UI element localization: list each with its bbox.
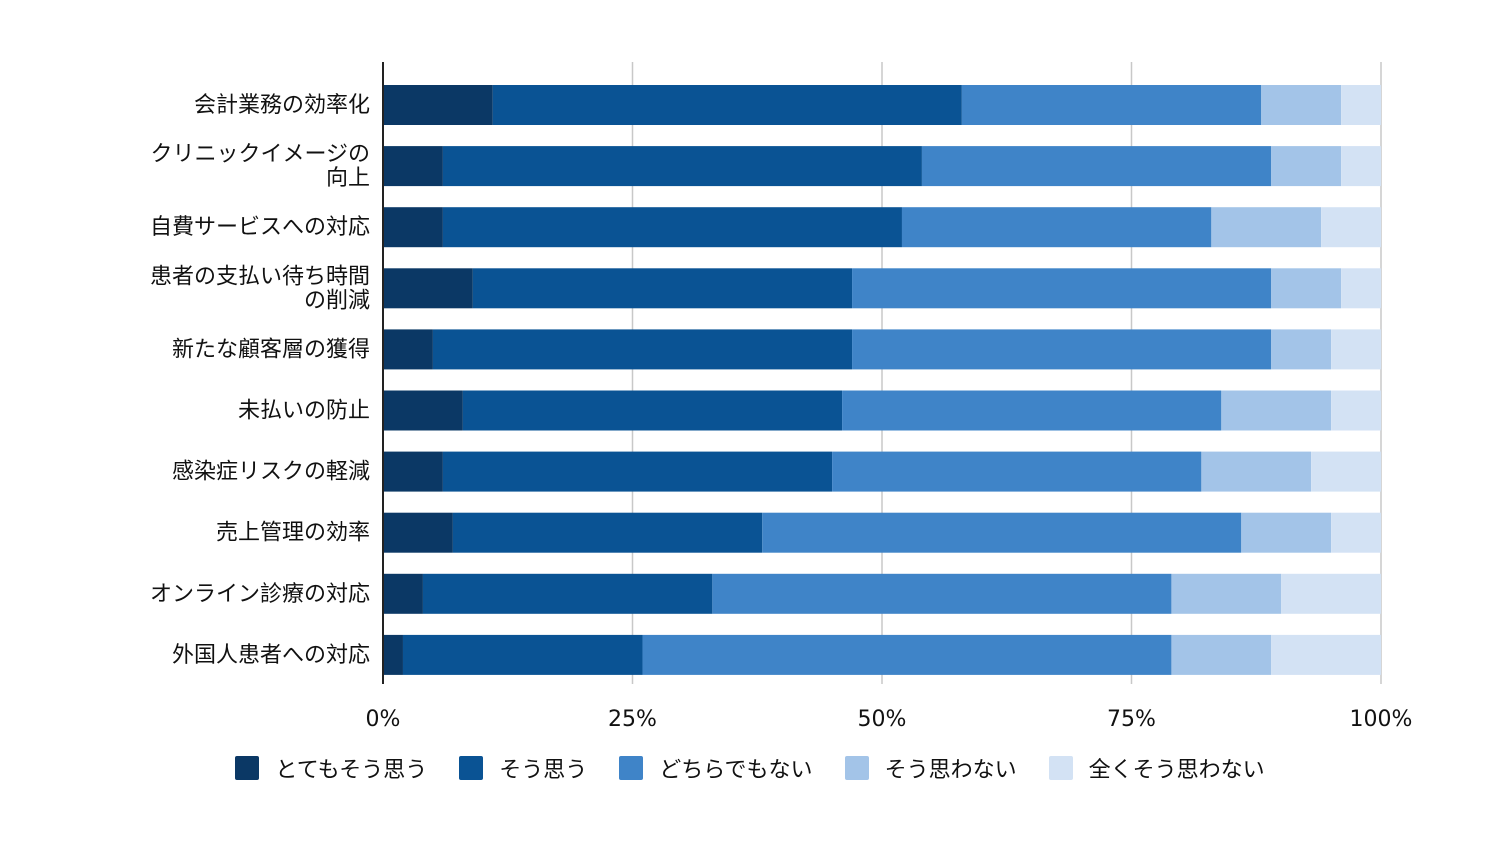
bar-segment [1311,451,1381,492]
bar-segment [961,85,1262,125]
bar-segment [432,329,853,370]
bar-segment [1331,512,1381,553]
legend-item: そう思わない [844,752,1017,784]
bar-row [383,329,1381,370]
category-label: オンライン診療の対応 [150,581,370,606]
category-labels: 会計業務の効率化クリニックイメージの向上自費サービスへの対応患者の支払い待ち時間… [150,93,370,668]
legend-label: どちらでもない [659,758,813,783]
bar-segment [383,573,423,614]
bar-segment [852,268,1272,309]
legend-label: そう思わない [884,758,1017,783]
legend-swatch [619,756,644,780]
bar-segment [383,390,463,431]
bar-segment [921,146,1272,187]
bar-segment [1221,390,1332,431]
bar-segment [1201,451,1312,492]
bar-segment [383,451,443,492]
bar-segment [472,268,853,309]
bar-segment [383,512,453,553]
bar-segment [901,207,1212,248]
bar-segment [1271,146,1342,187]
bar-segment [712,573,1172,614]
bar-segment [383,146,443,187]
bar-segment [1341,268,1381,309]
bar-segment [442,451,833,492]
category-label: 会計業務の効率化 [194,93,370,118]
bar-segment [1321,207,1381,248]
legend-label: そう思う [499,758,588,783]
x-tick-label: 0% [366,707,401,732]
bar-row [383,512,1381,553]
bar-segment [383,85,493,125]
x-tick-label: 50% [858,707,907,732]
x-tick-label: 25% [608,707,657,732]
legend-item: とてもそう思う [235,752,427,784]
bar-row [383,390,1381,431]
bar-segment [1271,329,1332,370]
bar-segment [1331,329,1381,370]
bar-row [383,207,1381,248]
bar-row [383,451,1381,492]
bar-segment [452,512,763,553]
bar-segment [1281,573,1381,614]
bar-segment [383,634,403,675]
bar-row [383,573,1381,614]
category-label: クリニックイメージの向上 [150,142,370,191]
bar-segment [1171,634,1272,675]
x-tick-label: 75% [1107,707,1156,732]
x-tick-labels: 0% 25% 50% 75% 100% [366,707,1413,732]
category-label: 未払いの防止 [238,398,370,423]
legend-swatch [1048,756,1073,780]
bar-segment [642,634,1172,675]
legend-swatch [844,756,869,780]
legend-swatch [459,756,484,780]
bar-row [383,85,1381,125]
bar-row [383,268,1381,309]
bar-segment [383,329,433,370]
bar-segment [462,390,843,431]
category-label: 売上管理の効率 [216,520,370,545]
bar-segment [852,329,1272,370]
bar-segment [1271,268,1342,309]
bar-segment [422,573,713,614]
legend-item: どちらでもない [619,752,813,784]
bar-segment [1331,390,1381,431]
bars [383,85,1381,675]
bar-segment [1341,146,1381,187]
x-tick-label: 100% [1350,707,1413,732]
bar-segment [1211,207,1322,248]
category-label: 外国人患者への対応 [172,642,370,667]
legend: とてもそう思う そう思う どちらでもない そう思わない 全くそう思わない [0,748,1500,788]
category-label: 新たな顧客層の獲得 [172,337,370,362]
category-label: 患者の支払い待ち時間の削減 [150,264,370,313]
legend-label: とてもそう思う [275,758,428,783]
bar-segment [383,268,473,309]
bar-segment [383,207,443,248]
bar-row [383,146,1381,187]
bar-segment [762,512,1242,553]
bar-segment [402,634,643,675]
legend-item: そう思う [459,752,587,784]
legend-label: 全くそう思わない [1088,758,1265,783]
bar-row [383,634,1381,675]
bar-segment [832,451,1202,492]
bar-segment [442,207,902,248]
bar-segment [1271,634,1381,675]
bar-segment [1171,573,1282,614]
bar-segment [492,85,962,125]
bar-segment [842,390,1222,431]
bar-segment [442,146,922,187]
bar-segment [1261,85,1342,125]
bar-segment [1341,85,1381,125]
category-label: 自費サービスへの対応 [150,215,370,240]
bar-segment [1241,512,1332,553]
category-label: 感染症リスクの軽減 [172,459,370,484]
legend-item: 全くそう思わない [1048,752,1265,784]
legend-swatch [235,756,260,780]
